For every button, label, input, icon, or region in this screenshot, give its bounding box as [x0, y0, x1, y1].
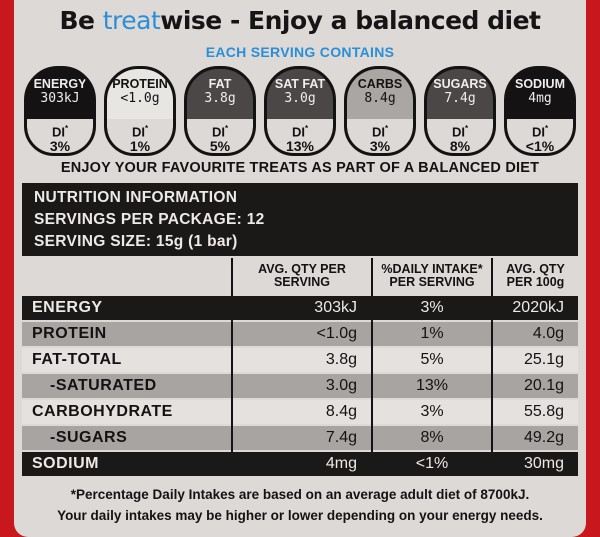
badge-percent: 3%: [49, 138, 71, 155]
badge-percent: <1%: [525, 138, 555, 155]
nutrition-info-header: NUTRITION INFORMATION SERVINGS PER PACKA…: [22, 183, 578, 256]
badge-value: 8.4g: [364, 91, 396, 106]
table-row: FAT-TOTAL 3.8g 5% 25.1g: [22, 346, 578, 373]
daily-intake-percent: 3%: [371, 398, 492, 425]
daily-intake-percent: 5%: [371, 346, 492, 373]
qty-per-100g: 55.8g: [491, 398, 578, 425]
nutrient-name: -SUGARS: [22, 424, 232, 451]
qty-per-serving: 3.8g: [231, 346, 372, 373]
badge-di-label: DI*: [291, 124, 309, 140]
table-row: -SATURATED 3.0g 13% 20.1g: [22, 372, 578, 399]
headline-accent: treat: [102, 6, 161, 35]
daily-intake-footnote: *Percentage Daily Intakes are based on a…: [14, 484, 586, 526]
table-row: -SUGARS 7.4g 8% 49.2g: [22, 424, 578, 451]
qty-per-serving: 7.4g: [231, 424, 372, 451]
badge-protein: PROTEIN <1.0g DI* 1%: [104, 66, 176, 156]
qty-per-serving: 303kJ: [231, 294, 372, 321]
daily-intake-percent: 8%: [371, 424, 492, 451]
badge-di-label: DI*: [51, 124, 69, 140]
nutrition-label-panel: Be treatwise - Enjoy a balanced diet EAC…: [14, 0, 586, 537]
table-row: PROTEIN <1.0g 1% 4.0g: [22, 320, 578, 347]
headline-post: wise - Enjoy a balanced diet: [160, 6, 541, 35]
daily-intake-percent: 1%: [371, 320, 492, 347]
daily-intake-percent: 13%: [371, 372, 492, 399]
badge-di-label: DI*: [131, 124, 149, 140]
badge-percent: 8%: [449, 138, 471, 155]
headline: Be treatwise - Enjoy a balanced diet: [14, 6, 586, 35]
balanced-diet-message: ENJOY YOUR FAVOURITE TREATS AS PART OF A…: [60, 160, 540, 176]
badge-percent: 3%: [369, 138, 391, 155]
badge-name: SUGARS: [433, 77, 487, 91]
badge-di-label: DI*: [371, 124, 389, 140]
badge-percent: 5%: [209, 138, 231, 155]
header-per-100g: AVG. QTY PER 100g: [491, 258, 578, 295]
qty-per-100g: 49.2g: [491, 424, 578, 451]
footnote-line-2: Your daily intakes may be higher or lowe…: [57, 508, 543, 523]
qty-per-100g: 25.1g: [491, 346, 578, 373]
badge-value: 303kJ: [40, 91, 80, 106]
badge-value: 3.0g: [284, 91, 316, 106]
footnote-line-1: *Percentage Daily Intakes are based on a…: [70, 487, 530, 502]
badge-carbs: CARBS 8.4g DI* 3%: [344, 66, 416, 156]
servings-per-package: SERVINGS PER PACKAGE: 12: [34, 211, 265, 228]
qty-per-serving: 4mg: [231, 450, 372, 476]
qty-per-100g: 4.0g: [491, 320, 578, 347]
table-row: SODIUM 4mg <1% 30mg: [22, 450, 578, 476]
table-row: CARBOHYDRATE 8.4g 3% 55.8g: [22, 398, 578, 425]
nutrient-name: ENERGY: [22, 294, 232, 321]
daily-intake-badges: ENERGY 303kJ DI* 3% PROTEIN <1.0g DI* 1% FAT…: [24, 66, 586, 158]
badge-name: PROTEIN: [112, 77, 168, 91]
badge-percent: 1%: [129, 138, 151, 155]
badge-name: FAT: [208, 77, 232, 91]
table-header-row: AVG. QTY PER SERVING %DAILY INTAKE* PER …: [22, 258, 578, 295]
badge-di-label: DI*: [531, 124, 549, 140]
qty-per-100g: 20.1g: [491, 372, 578, 399]
badge-name: CARBS: [357, 77, 403, 91]
serving-size: SERVING SIZE: 15g (1 bar): [34, 233, 238, 250]
badge-sat-fat: SAT FAT 3.0g DI* 13%: [264, 66, 336, 156]
serving-subhead: EACH SERVING CONTAINS: [205, 44, 395, 60]
badge-sodium: SODIUM 4mg DI* <1%: [504, 66, 576, 156]
qty-per-100g: 2020kJ: [491, 294, 578, 321]
nutrition-info-title: NUTRITION INFORMATION: [34, 189, 238, 206]
qty-per-serving: <1.0g: [231, 320, 372, 347]
badge-value: 4mg: [528, 91, 552, 106]
nutrient-name: PROTEIN: [22, 320, 232, 347]
header-daily-intake: %DAILY INTAKE* PER SERVING: [371, 258, 492, 295]
badge-energy: ENERGY 303kJ DI* 3%: [24, 66, 96, 156]
qty-per-100g: 30mg: [491, 450, 578, 476]
badge-fat: FAT 3.8g DI* 5%: [184, 66, 256, 156]
headline-pre: Be: [59, 6, 103, 35]
badge-sugars: SUGARS 7.4g DI* 8%: [424, 66, 496, 156]
daily-intake-percent: <1%: [371, 450, 492, 476]
nutrient-name: CARBOHYDRATE: [22, 398, 232, 425]
nutrient-name: SODIUM: [22, 450, 232, 476]
qty-per-serving: 8.4g: [231, 398, 372, 425]
badge-name: SODIUM: [515, 77, 565, 91]
header-blank: [22, 258, 232, 295]
nutrient-name: FAT-TOTAL: [22, 346, 232, 373]
badge-name: SAT FAT: [274, 77, 326, 91]
badge-value: 3.8g: [204, 91, 236, 106]
nutrition-table: AVG. QTY PER SERVING %DAILY INTAKE* PER …: [22, 258, 578, 476]
table-row: ENERGY 303kJ 3% 2020kJ: [22, 294, 578, 321]
qty-per-serving: 3.0g: [231, 372, 372, 399]
badge-di-label: DI*: [451, 124, 469, 140]
nutrient-name: -SATURATED: [22, 372, 232, 399]
badge-value: 7.4g: [444, 91, 476, 106]
badge-value: <1.0g: [120, 91, 160, 106]
badge-name: ENERGY: [33, 77, 87, 91]
badge-di-label: DI*: [211, 124, 229, 140]
daily-intake-percent: 3%: [371, 294, 492, 321]
header-per-serving: AVG. QTY PER SERVING: [231, 258, 372, 295]
badge-percent: 13%: [285, 138, 315, 155]
